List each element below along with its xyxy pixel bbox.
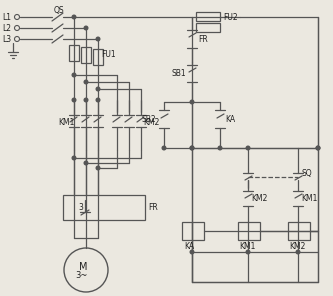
Bar	[63, 195, 145, 220]
Circle shape	[316, 146, 320, 150]
Circle shape	[162, 146, 166, 150]
Circle shape	[296, 250, 300, 254]
Bar	[93, 49, 103, 65]
Text: KM2: KM2	[251, 194, 267, 202]
Circle shape	[96, 37, 100, 41]
Text: 3~: 3~	[75, 271, 87, 279]
Circle shape	[84, 161, 88, 165]
Circle shape	[190, 146, 194, 150]
Bar	[182, 222, 204, 240]
Text: KM2: KM2	[143, 118, 160, 126]
Circle shape	[84, 98, 88, 102]
Circle shape	[96, 87, 100, 91]
Text: KA: KA	[184, 242, 194, 250]
Circle shape	[190, 100, 194, 104]
Circle shape	[218, 146, 222, 150]
Circle shape	[84, 26, 88, 30]
Text: L2: L2	[2, 23, 11, 33]
Text: M: M	[79, 262, 87, 272]
Circle shape	[72, 73, 76, 77]
Text: L3: L3	[2, 35, 11, 44]
Circle shape	[316, 146, 320, 150]
Bar	[196, 23, 220, 32]
Circle shape	[190, 146, 194, 150]
Bar	[196, 12, 220, 21]
Text: FU2: FU2	[223, 12, 238, 22]
Text: QS: QS	[54, 6, 65, 15]
Circle shape	[246, 146, 250, 150]
Text: FR: FR	[198, 35, 208, 44]
Text: KM2: KM2	[289, 242, 305, 250]
Circle shape	[96, 166, 100, 170]
Circle shape	[72, 156, 76, 160]
Text: SB2: SB2	[142, 115, 157, 123]
Text: KM1: KM1	[239, 242, 255, 250]
Circle shape	[246, 250, 250, 254]
Text: KA: KA	[225, 115, 235, 123]
Text: 3: 3	[78, 202, 83, 212]
Circle shape	[72, 98, 76, 102]
Text: SB1: SB1	[172, 68, 186, 78]
Bar	[288, 222, 310, 240]
Text: FU1: FU1	[101, 49, 116, 59]
Text: KM1: KM1	[58, 118, 74, 126]
Circle shape	[190, 250, 194, 254]
Circle shape	[84, 80, 88, 84]
Text: L1: L1	[2, 12, 11, 22]
Circle shape	[72, 15, 76, 19]
Text: KM1: KM1	[301, 194, 317, 202]
Circle shape	[96, 98, 100, 102]
Text: FR: FR	[148, 202, 158, 212]
Bar	[238, 222, 260, 240]
Text: SQ: SQ	[301, 168, 312, 178]
Bar	[81, 47, 91, 63]
Bar	[69, 45, 79, 61]
